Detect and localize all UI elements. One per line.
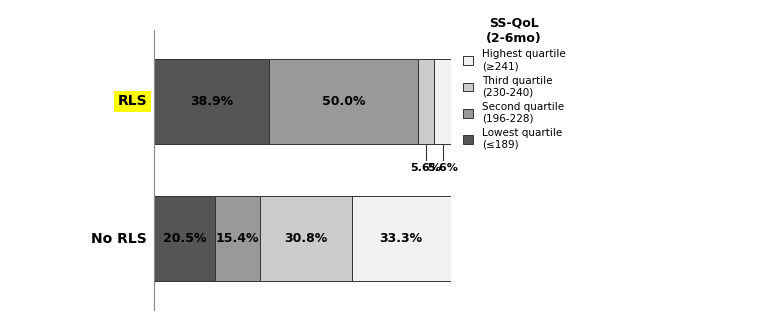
Text: 33.3%: 33.3% <box>380 232 423 245</box>
Text: 20.5%: 20.5% <box>163 232 206 245</box>
Bar <box>260 196 352 281</box>
Text: 5.6%: 5.6% <box>410 163 441 173</box>
Text: 38.9%: 38.9% <box>190 95 233 108</box>
Bar <box>154 58 269 144</box>
Bar <box>215 196 260 281</box>
Text: 30.8%: 30.8% <box>285 232 328 245</box>
Bar <box>352 196 451 281</box>
Legend: Highest quartile
(≥241), Third quartile
(230-240), Second quartile
(196-228), Lo: Highest quartile (≥241), Third quartile … <box>459 13 569 154</box>
Text: 50.0%: 50.0% <box>322 95 365 108</box>
Bar <box>417 58 434 144</box>
Bar <box>154 196 215 281</box>
Bar <box>434 58 451 144</box>
Text: No RLS: No RLS <box>92 232 147 246</box>
Text: RLS: RLS <box>118 94 147 108</box>
Text: 15.4%: 15.4% <box>216 232 259 245</box>
Bar <box>269 58 417 144</box>
Text: 5.6%: 5.6% <box>427 163 458 173</box>
